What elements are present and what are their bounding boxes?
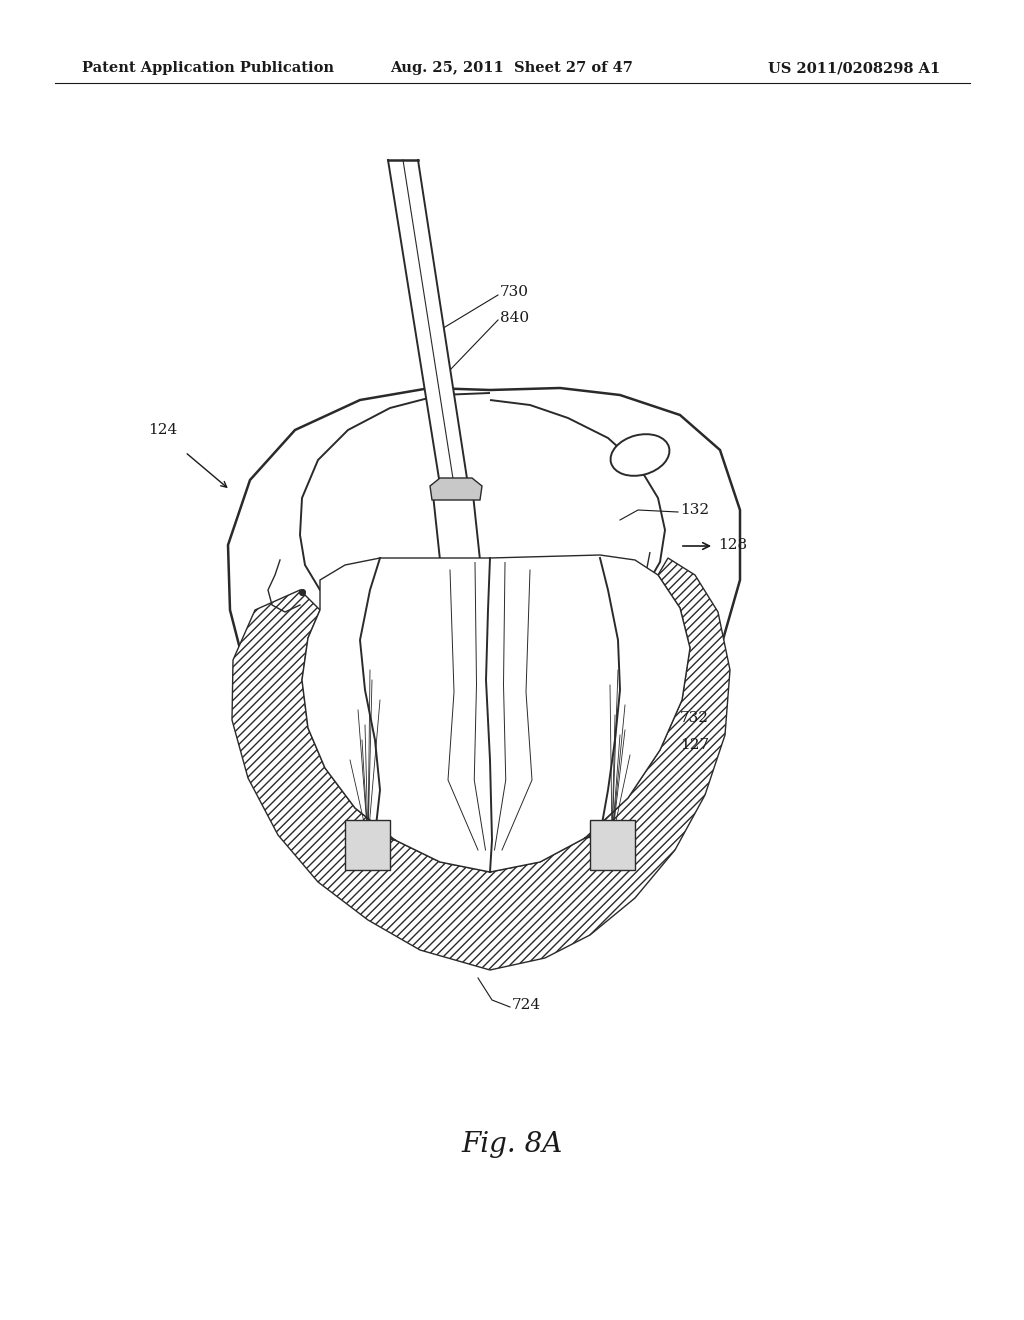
Text: 732: 732 xyxy=(680,711,709,725)
Ellipse shape xyxy=(610,434,670,475)
Text: 730: 730 xyxy=(500,285,529,300)
Text: 127: 127 xyxy=(680,738,710,752)
Text: 124: 124 xyxy=(148,422,177,437)
Text: 128: 128 xyxy=(718,539,748,552)
Polygon shape xyxy=(228,388,740,906)
Polygon shape xyxy=(432,484,488,635)
Text: US 2011/0208298 A1: US 2011/0208298 A1 xyxy=(768,61,940,75)
Polygon shape xyxy=(388,160,468,484)
Text: 724: 724 xyxy=(512,998,541,1012)
Polygon shape xyxy=(302,554,690,873)
Text: Fig. 8A: Fig. 8A xyxy=(462,1131,562,1159)
Text: 132: 132 xyxy=(680,503,710,517)
Polygon shape xyxy=(590,820,635,870)
Polygon shape xyxy=(345,820,390,870)
Text: Aug. 25, 2011  Sheet 27 of 47: Aug. 25, 2011 Sheet 27 of 47 xyxy=(390,61,634,75)
Text: Patent Application Publication: Patent Application Publication xyxy=(82,61,334,75)
Polygon shape xyxy=(430,478,482,500)
Polygon shape xyxy=(232,558,730,970)
Text: 840: 840 xyxy=(500,312,529,325)
